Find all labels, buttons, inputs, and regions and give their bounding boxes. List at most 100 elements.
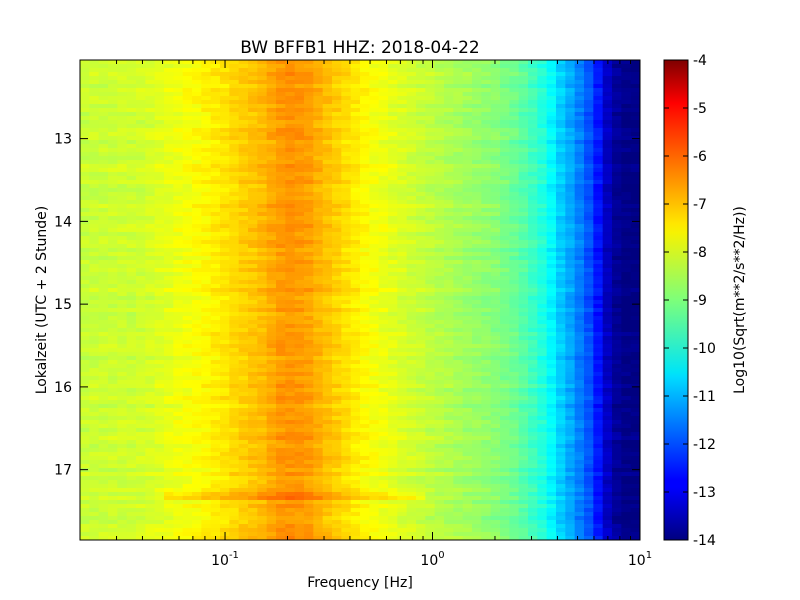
heatmap-cell <box>276 144 286 148</box>
heatmap-cell <box>350 452 361 456</box>
heatmap-cell <box>332 112 342 116</box>
heatmap-cell <box>257 252 268 256</box>
heatmap-cell <box>80 464 90 468</box>
heatmap-cell <box>406 440 417 444</box>
heatmap-cell <box>89 368 100 372</box>
heatmap-cell <box>276 468 286 472</box>
heatmap-cell <box>210 220 221 224</box>
heatmap-cell <box>434 236 445 240</box>
heatmap-cell <box>210 64 221 68</box>
heatmap-cell <box>248 208 258 212</box>
heatmap-cell <box>220 432 230 436</box>
heatmap-cell <box>173 328 184 332</box>
heatmap-cell <box>416 324 426 328</box>
heatmap-cell <box>248 120 258 124</box>
heatmap-cell <box>248 172 258 176</box>
heatmap-cell <box>145 188 156 192</box>
heatmap-cell <box>425 68 436 72</box>
heatmap-cell <box>117 244 128 248</box>
heatmap-cell <box>285 464 296 468</box>
heatmap-cell <box>238 168 249 172</box>
heatmap-cell <box>98 344 109 348</box>
heatmap-cell <box>453 376 464 380</box>
heatmap-cell <box>397 420 408 424</box>
heatmap-cell <box>397 92 408 96</box>
heatmap-cell <box>276 120 286 124</box>
heatmap-cell <box>425 76 436 80</box>
heatmap-cell <box>173 176 184 180</box>
heatmap-cell <box>406 364 417 368</box>
heatmap-cell <box>332 340 342 344</box>
heatmap-cell <box>369 520 380 524</box>
heatmap-cell <box>173 300 184 304</box>
heatmap-cell <box>406 384 417 388</box>
heatmap-cell <box>210 164 221 168</box>
heatmap-cell <box>173 228 184 232</box>
heatmap-cell <box>276 344 286 348</box>
heatmap-cell <box>285 168 296 172</box>
heatmap-cell <box>192 192 202 196</box>
heatmap-cell <box>276 292 286 296</box>
heatmap-cell <box>285 172 296 176</box>
heatmap-cell <box>201 364 212 368</box>
heatmap-cell <box>276 236 286 240</box>
heatmap-cell <box>388 360 398 364</box>
heatmap-cell <box>154 308 165 312</box>
heatmap-cell <box>182 432 193 436</box>
heatmap-cell <box>406 388 417 392</box>
heatmap-cell <box>229 92 240 96</box>
heatmap-cell <box>126 260 137 264</box>
heatmap-cell <box>369 200 380 204</box>
heatmap-cell <box>266 192 277 196</box>
heatmap-cell <box>220 500 230 504</box>
heatmap-cell <box>276 396 286 400</box>
heatmap-cell <box>145 396 156 400</box>
heatmap-cell <box>304 104 314 108</box>
heatmap-cell <box>266 128 277 132</box>
heatmap-cell <box>89 416 100 420</box>
heatmap-cell <box>397 224 408 228</box>
heatmap-cell <box>378 68 389 72</box>
heatmap-cell <box>238 424 249 428</box>
heatmap-cell <box>425 408 436 412</box>
heatmap-cell <box>294 436 305 440</box>
heatmap-cell <box>378 144 389 148</box>
heatmap-cell <box>80 432 90 436</box>
heatmap-cell <box>117 184 128 188</box>
heatmap-cell <box>89 476 100 480</box>
heatmap-cell <box>332 388 342 392</box>
heatmap-cell <box>397 320 408 324</box>
heatmap-cell <box>192 480 202 484</box>
heatmap-cell <box>313 164 324 168</box>
heatmap-cell <box>201 508 212 512</box>
heatmap-cell <box>332 452 342 456</box>
heatmap-cell <box>285 152 296 156</box>
heatmap-cell <box>434 332 445 336</box>
heatmap-cell <box>341 516 352 520</box>
heatmap-cell <box>360 228 370 232</box>
heatmap-cell <box>182 92 193 96</box>
heatmap-cell <box>164 504 174 508</box>
heatmap-cell <box>416 248 426 252</box>
heatmap-cell <box>136 140 146 144</box>
heatmap-cell <box>266 416 277 420</box>
heatmap-cell <box>173 192 184 196</box>
heatmap-cell <box>89 512 100 516</box>
heatmap-cell <box>294 520 305 524</box>
heatmap-cell <box>322 252 333 256</box>
heatmap-cell <box>117 92 128 96</box>
heatmap-cell <box>192 128 202 132</box>
heatmap-cell <box>276 220 286 224</box>
heatmap-cell <box>397 524 408 528</box>
heatmap-cell <box>80 204 90 208</box>
heatmap-cell <box>154 312 165 316</box>
heatmap-cell <box>229 292 240 296</box>
heatmap-cell <box>182 528 193 532</box>
heatmap-cell <box>266 332 277 336</box>
heatmap-cell <box>444 188 454 192</box>
heatmap-cell <box>285 300 296 304</box>
heatmap-cell <box>350 212 361 216</box>
heatmap-cell <box>145 368 156 372</box>
heatmap-cell <box>332 276 342 280</box>
heatmap-cell <box>360 380 370 384</box>
